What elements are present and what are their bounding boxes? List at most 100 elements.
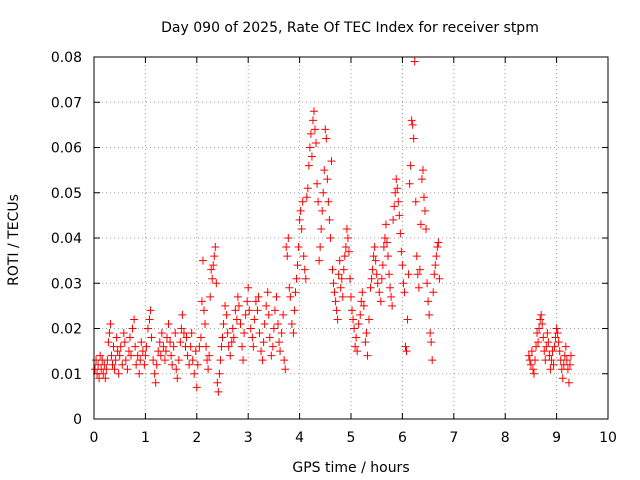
- x-tick-label: 9: [552, 430, 561, 446]
- data-point: [407, 116, 416, 125]
- data-point: [306, 129, 315, 138]
- data-point: [401, 342, 410, 351]
- data-point: [545, 351, 554, 360]
- data-point: [370, 243, 379, 252]
- data-point: [156, 351, 165, 360]
- data-point: [223, 329, 232, 338]
- data-point: [108, 360, 117, 369]
- data-point: [214, 387, 223, 396]
- data-point: [172, 365, 181, 374]
- data-point: [119, 329, 128, 338]
- data-point: [546, 365, 555, 374]
- data-point: [196, 333, 205, 342]
- data-point: [159, 342, 168, 351]
- data-point: [255, 329, 264, 338]
- data-point: [135, 369, 144, 378]
- data-point: [100, 360, 109, 369]
- x-axis-label: GPS time / hours: [292, 460, 409, 476]
- data-point: [419, 193, 428, 202]
- data-point: [280, 356, 289, 365]
- data-point: [404, 270, 413, 279]
- data-point: [553, 329, 562, 338]
- data-point: [197, 297, 206, 306]
- y-tick-label: 0.03: [51, 276, 82, 292]
- data-point: [143, 324, 152, 333]
- data-point: [282, 243, 291, 252]
- data-point: [535, 324, 544, 333]
- data-point: [102, 365, 111, 374]
- data-point: [120, 338, 129, 347]
- data-point: [241, 310, 250, 319]
- data-point: [552, 324, 561, 333]
- data-point: [250, 315, 259, 324]
- data-point: [167, 351, 176, 360]
- data-point: [211, 243, 220, 252]
- data-point: [262, 301, 271, 310]
- plot-frame: [93, 56, 609, 420]
- data-point: [554, 338, 563, 347]
- x-tick-label: 8: [501, 430, 510, 446]
- data-point: [364, 315, 373, 324]
- data-point: [307, 152, 316, 161]
- data-point: [398, 261, 407, 270]
- data-point: [340, 252, 349, 261]
- data-point: [358, 288, 367, 297]
- data-point: [343, 234, 352, 242]
- data-point: [314, 197, 323, 206]
- data-point: [348, 306, 357, 315]
- data-point: [316, 243, 325, 252]
- data-point: [166, 338, 175, 347]
- data-point: [289, 329, 298, 338]
- data-point: [390, 202, 399, 211]
- data-point: [132, 360, 141, 369]
- data-point: [432, 252, 441, 261]
- data-point: [209, 261, 218, 270]
- data-point: [222, 310, 231, 319]
- data-point: [347, 292, 355, 301]
- y-tick-label: 0.04: [51, 231, 82, 247]
- data-point: [186, 342, 195, 351]
- data-point: [414, 283, 423, 292]
- data-point: [190, 369, 199, 378]
- data-point: [400, 288, 409, 297]
- data-point: [331, 297, 340, 306]
- data-point: [413, 270, 422, 279]
- data-point: [244, 283, 253, 292]
- data-point: [402, 347, 411, 356]
- data-point: [418, 166, 427, 175]
- data-point: [243, 297, 252, 306]
- data-point: [423, 279, 432, 288]
- data-point: [372, 270, 381, 279]
- data-point: [275, 338, 284, 347]
- data-point: [127, 351, 136, 360]
- data-point: [299, 252, 308, 261]
- data-point: [246, 324, 255, 333]
- data-point: [322, 134, 331, 143]
- x-tick-label: 5: [347, 430, 356, 446]
- data-point: [155, 338, 164, 347]
- data-point: [195, 342, 204, 351]
- data-point: [539, 333, 548, 342]
- data-point: [178, 310, 187, 319]
- data-point: [169, 342, 178, 351]
- data-points: [91, 57, 575, 396]
- data-point: [249, 342, 258, 351]
- data-point: [379, 243, 388, 252]
- x-axis-ticks: 0 1 2 3 4 5 6 7 8 9 10: [90, 57, 617, 446]
- data-point: [524, 351, 533, 360]
- data-point: [152, 360, 161, 369]
- data-point: [341, 243, 350, 252]
- data-point: [216, 356, 225, 365]
- data-point: [284, 234, 293, 242]
- data-point: [429, 288, 438, 297]
- data-point: [318, 206, 327, 215]
- data-point: [345, 274, 354, 283]
- data-point: [382, 238, 391, 247]
- x-tick-label: 2: [192, 430, 201, 446]
- data-point: [381, 220, 390, 229]
- data-point: [136, 356, 145, 365]
- data-point: [377, 274, 386, 283]
- data-point: [416, 220, 425, 229]
- data-point: [292, 274, 301, 283]
